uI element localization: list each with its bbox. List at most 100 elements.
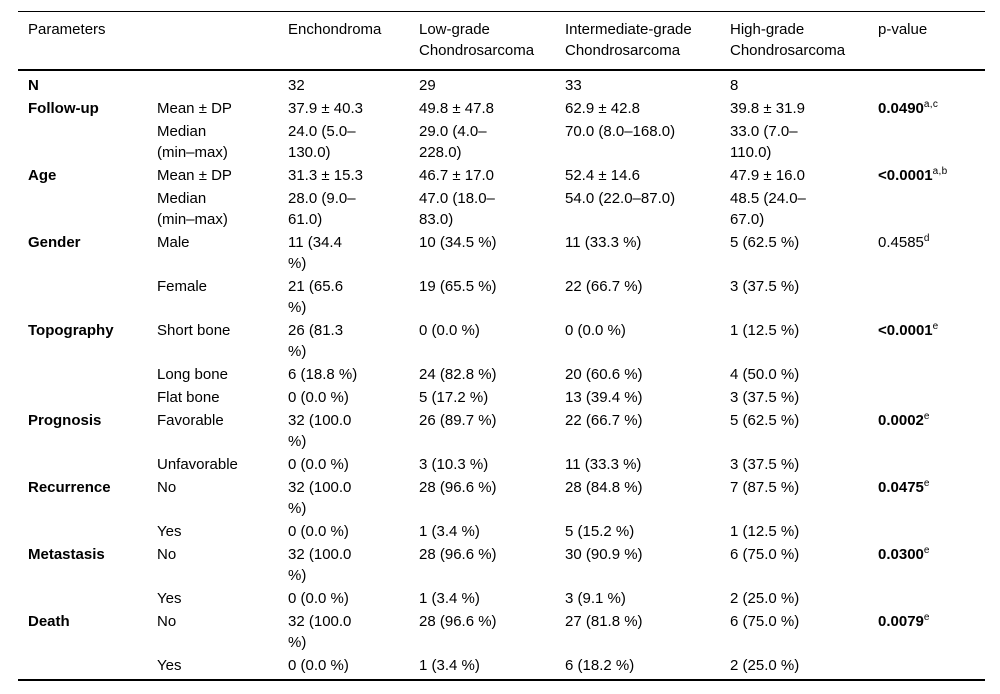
sub-cell: Unfavorable (157, 456, 238, 473)
param-cell (18, 520, 157, 543)
param-cell (18, 654, 157, 680)
value-cell: 0 (0.0 %) (565, 322, 626, 339)
value-cell: 3 (37.5 %) (730, 389, 800, 406)
table-row: Gender Male 11 (34.4 %) 10 (34.5 %) 11 (33.3… (18, 231, 985, 275)
p-value-cell (878, 70, 985, 97)
value-cell: 29.0 (4.0– 228.0) (419, 123, 487, 161)
value-cell: 28 (96.6 %) (419, 546, 497, 563)
p-superscript: e (932, 321, 939, 332)
value-cell: 28 (96.6 %) (419, 479, 497, 496)
value-cell: 48.5 (24.0– 67.0) (730, 190, 806, 228)
value-cell: 5 (17.2 %) (419, 389, 489, 406)
p-value: 0.4585 (878, 234, 924, 251)
value-cell: 70.0 (8.0–168.0) (565, 123, 676, 140)
value-cell: 2 (25.0 %) (730, 657, 800, 674)
p-superscript: e (923, 612, 930, 623)
value-cell: 28.0 (9.0– 61.0) (288, 190, 356, 228)
value-cell: 30 (90.9 %) (565, 546, 643, 563)
p-value: 0.0300 (878, 546, 924, 563)
value-cell: 1 (3.4 %) (419, 590, 480, 607)
p-value-cell: <0.0001e (878, 319, 985, 363)
sub-cell: Flat bone (157, 389, 220, 406)
table-row: Topography Short bone 26 (81.3 %) 0 (0.0 %)… (18, 319, 985, 363)
value-cell: 32 (100.0 %) (288, 613, 352, 651)
p-value-cell: 0.0002e (878, 409, 985, 453)
table-row: Age Mean ± DP 31.3 ± 15.3 46.7 ± 17.0 52.4 ±… (18, 164, 985, 187)
value-cell: 32 (100.0 %) (288, 412, 352, 450)
sub-cell: Mean ± DP (157, 167, 232, 184)
value-cell: 37.9 ± 40.3 (288, 100, 363, 117)
column-header-low-grade: Low-grade Chondrosarcoma (419, 11, 565, 71)
sub-cell: Median (min–max) (157, 190, 228, 228)
param-cell: Follow-up (28, 100, 99, 117)
value-cell: 52.4 ± 14.6 (565, 167, 640, 184)
sub-cell: Long bone (157, 366, 228, 383)
table-row: Yes 0 (0.0 %) 1 (3.4 %) 6 (18.2 %) 2 (25.0 %… (18, 654, 985, 680)
param-cell: Death (28, 613, 70, 630)
value-cell: 1 (3.4 %) (419, 523, 480, 540)
value-cell: 32 (288, 77, 305, 94)
param-cell (18, 386, 157, 409)
param-cell (18, 120, 157, 164)
value-cell: 47.9 ± 16.0 (730, 167, 805, 184)
value-cell: 0 (0.0 %) (288, 389, 349, 406)
sub-cell: No (157, 546, 177, 563)
param-cell: Prognosis (28, 412, 102, 429)
value-cell: 28 (96.6 %) (419, 613, 497, 630)
sub-cell: Female (157, 278, 208, 295)
p-value-cell (878, 120, 985, 164)
value-cell: 62.9 ± 42.8 (565, 100, 640, 117)
p-value: <0.0001 (878, 322, 933, 339)
value-cell: 6 (18.8 %) (288, 366, 358, 383)
value-cell: 11 (33.3 %) (565, 456, 642, 473)
value-cell: 11 (34.4 %) (288, 234, 342, 272)
param-cell: N (28, 77, 39, 94)
table-row: Flat bone 0 (0.0 %) 5 (17.2 %) 13 (39.4 %) 3… (18, 386, 985, 409)
value-cell: 19 (65.5 %) (419, 278, 497, 295)
table-row: N 32 29 33 8 (18, 70, 985, 97)
value-cell: 3 (10.3 %) (419, 456, 489, 473)
value-cell: 6 (75.0 %) (730, 546, 800, 563)
value-cell: 1 (12.5 %) (730, 322, 800, 339)
p-value: 0.0002 (878, 412, 924, 429)
param-cell (18, 587, 157, 610)
p-value-cell (878, 275, 985, 319)
value-cell: 29 (419, 77, 436, 94)
value-cell: 32 (100.0 %) (288, 546, 352, 584)
sub-cell: Mean ± DP (157, 100, 232, 117)
column-header-parameters: Parameters (18, 11, 288, 71)
sub-cell: Yes (157, 657, 182, 674)
sub-cell: Favorable (157, 412, 224, 429)
value-cell: 26 (89.7 %) (419, 412, 497, 429)
value-cell: 46.7 ± 17.0 (419, 167, 494, 184)
column-header-intermediate-grade: Intermediate-grade Chondrosarcoma (565, 11, 730, 71)
p-superscript: a,c (923, 99, 939, 110)
value-cell: 31.3 ± 15.3 (288, 167, 363, 184)
table-body: N 32 29 33 8 Follow-up Mean ± DP 37.9 ± 40.3 49.… (18, 70, 985, 680)
p-superscript: e (923, 478, 930, 489)
param-cell: Age (28, 167, 57, 184)
value-cell: 49.8 ± 47.8 (419, 100, 494, 117)
p-superscript: d (923, 233, 930, 244)
table-row: Death No 32 (100.0 %) 28 (96.6 %) 27 (81.8 %… (18, 610, 985, 654)
table-row: Follow-up Mean ± DP 37.9 ± 40.3 49.8 ± 47.8… (18, 97, 985, 120)
param-cell: Topography (28, 322, 114, 339)
p-value-cell (878, 587, 985, 610)
value-cell: 3 (37.5 %) (730, 456, 800, 473)
param-cell: Gender (28, 234, 81, 251)
table-row: Metastasis No 32 (100.0 %) 28 (96.6 %) 30 (9… (18, 543, 985, 587)
value-cell: 5 (15.2 %) (565, 523, 635, 540)
p-value-cell: 0.0475e (878, 476, 985, 520)
p-value-cell (878, 363, 985, 386)
sub-cell: No (157, 479, 177, 496)
table-row: Prognosis Favorable 32 (100.0 %) 26 (89.7 %… (18, 409, 985, 453)
value-cell: 0 (0.0 %) (288, 523, 349, 540)
parameters-table: Parameters Enchondroma Low-grade Chondro… (18, 11, 985, 681)
param-cell (18, 363, 157, 386)
p-value: 0.0475 (878, 479, 924, 496)
value-cell: 10 (34.5 %) (419, 234, 497, 251)
table-row: Median (min–max) 28.0 (9.0– 61.0) 47.0 (18… (18, 187, 985, 231)
value-cell: 13 (39.4 %) (565, 389, 643, 406)
p-superscript: e (923, 545, 930, 556)
value-cell: 33.0 (7.0– 110.0) (730, 123, 798, 161)
